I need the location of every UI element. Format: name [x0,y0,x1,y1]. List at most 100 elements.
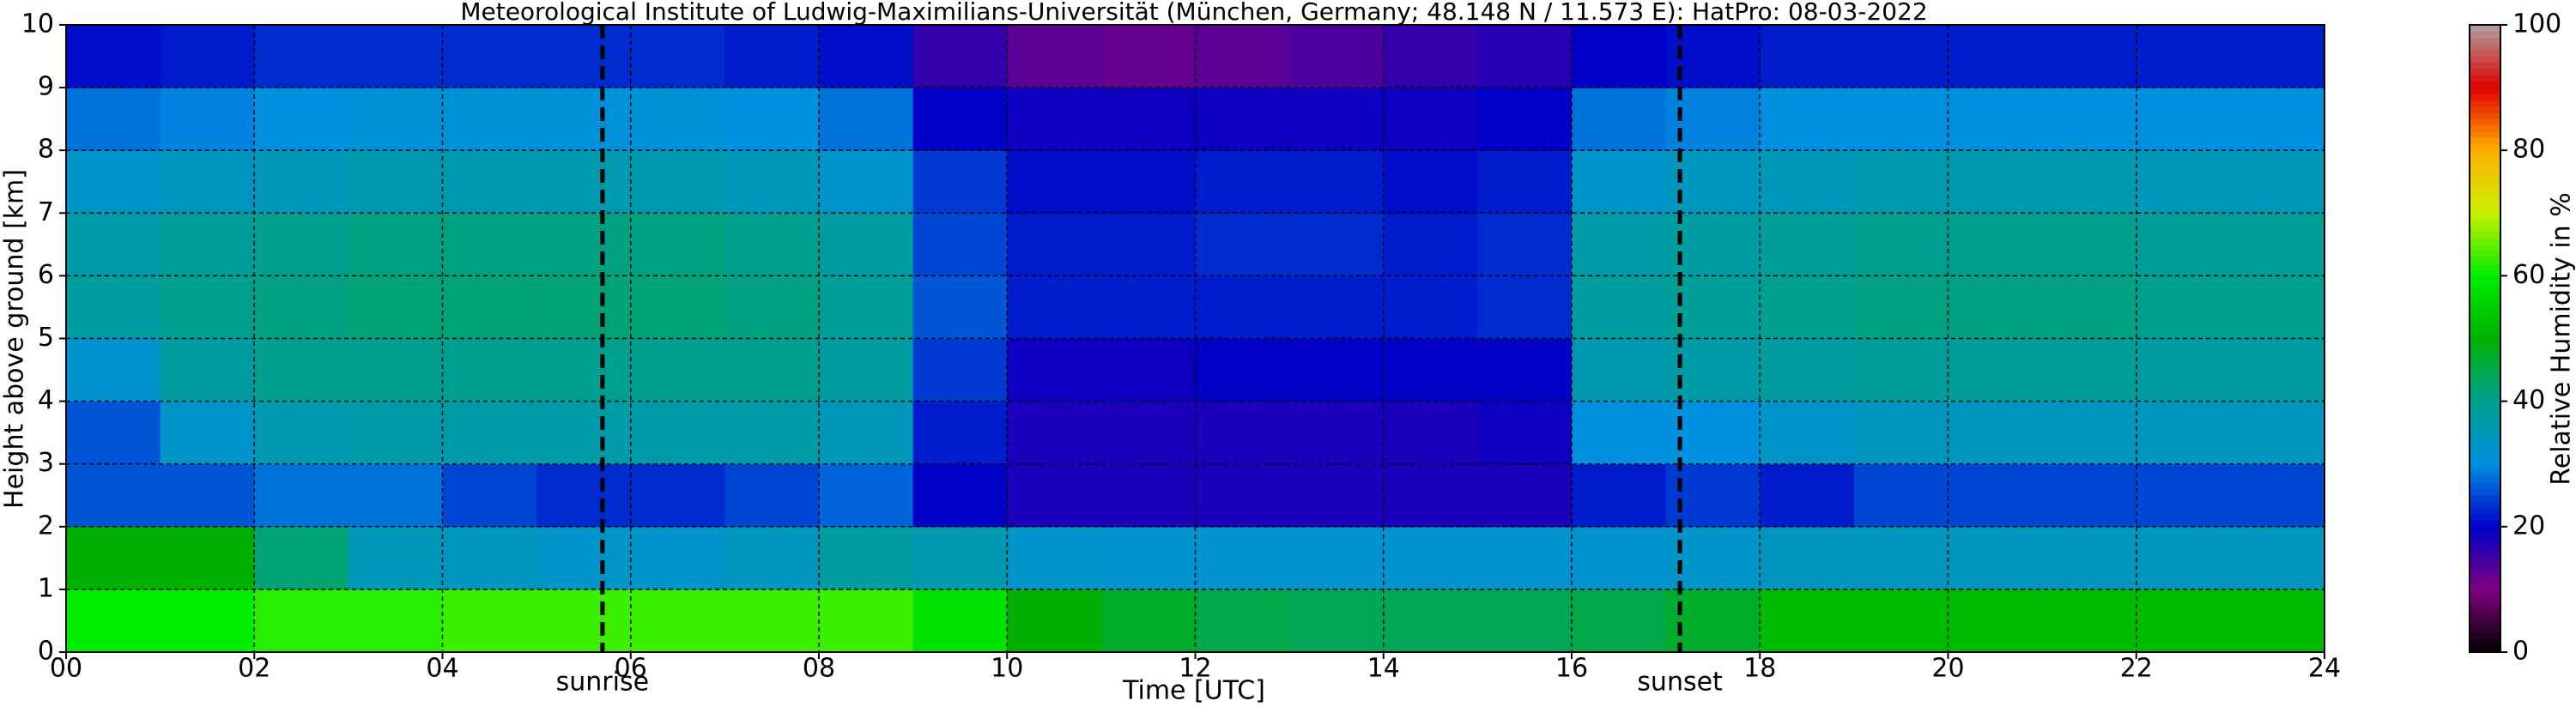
heatmap-cell [2230,338,2325,402]
y-tick-label: 9 [38,72,54,102]
heatmap-cell [1383,150,1478,214]
x-tick-label: 22 [2120,654,2153,684]
heatmap-cell [442,463,537,528]
heatmap-cell [66,25,161,88]
colorbar-band [2470,376,2500,384]
colorbar-band [2470,420,2500,427]
heatmap-cell [254,25,349,88]
heatmap-cell [1760,401,1855,465]
heatmap-cell [724,150,820,214]
heatmap-cell [724,526,820,590]
colorbar-band [2470,150,2500,158]
colorbar-band [2470,56,2500,63]
colorbar-band [2470,482,2500,490]
heatmap-cell [1948,213,2043,276]
colorbar-band [2470,614,2500,621]
heatmap-cell [348,25,443,88]
heatmap-cell [66,463,161,528]
heatmap-cell [1100,338,1196,402]
heatmap-cell [442,150,537,214]
heatmap-cell [1948,88,2043,151]
heatmap-cell [1289,213,1385,276]
heatmap-cell [1007,25,1102,88]
heatmap-cell [1477,150,1573,214]
heatmap-cell [1289,150,1385,214]
heatmap-cell [536,275,632,339]
heatmap-cell [348,589,443,653]
heatmap-cell [724,338,820,402]
heatmap-cell [1572,526,1667,590]
heatmap-cell [1007,463,1102,528]
heatmap-cell [2136,526,2231,590]
heatmap-cell [348,150,443,214]
heatmap-cell [1289,401,1385,465]
y-tick-label: 8 [38,135,54,165]
heatmap-cell [2042,526,2137,590]
heatmap-cell [160,213,255,276]
heatmap-cell [1572,463,1667,528]
colorbar-band [2470,162,2500,170]
colorbar-tick-label: 100 [2512,9,2561,39]
heatmap-cell [1195,25,1290,88]
colorbar-band [2470,463,2500,471]
heatmap-cell [1195,338,1290,402]
heatmap-cell [2136,463,2231,528]
heatmap-cell [2136,213,2231,276]
heatmap-cell [66,401,161,465]
heatmap-cell [254,150,349,214]
heatmap-cell [348,338,443,402]
colorbar-band [2470,213,2500,221]
heatmap-cell [1195,526,1290,590]
heatmap-cell [2042,275,2137,339]
heatmap-cell [66,150,161,214]
colorbar-band [2470,476,2500,484]
heatmap-cell [819,88,914,151]
colorbar-band [2470,645,2500,653]
colorbar-band [2470,118,2500,126]
heatmap-cell [2136,25,2231,88]
heatmap-cell [1100,463,1196,528]
colorbar-band [2470,219,2500,227]
colorbar-band [2470,200,2500,208]
heatmap-cell [1853,213,1949,276]
heatmap-cell [1477,25,1573,88]
chart-title: Meteorological Institute of Ludwig-Maxim… [460,0,1927,26]
heatmap-cell [1853,338,1949,402]
colorbar-band [2470,238,2500,245]
colorbar-band [2470,533,2500,540]
heatmap-cell [442,526,537,590]
colorbar-band [2470,620,2500,628]
x-tick-label: 02 [238,654,270,684]
heatmap-cell [1760,213,1855,276]
colorbar-band [2470,395,2500,402]
heatmap-cell [1853,401,1949,465]
colorbar-band [2470,526,2500,534]
colorbar-band [2470,401,2500,408]
x-tick-label: 06 [615,654,647,684]
heatmap-cell [536,338,632,402]
heatmap-cell [2042,401,2137,465]
heatmap-cell [1665,526,1761,590]
colorbar-band [2470,43,2500,51]
colorbar-band [2470,325,2500,333]
heatmap-cell [66,88,161,151]
heatmap-cell [912,150,1008,214]
heatmap-cell [819,150,914,214]
heatmap-cell [1195,589,1290,653]
colorbar-band [2470,507,2500,515]
colorbar-band [2470,363,2500,371]
heatmap-cell [1853,589,1949,653]
colorbar-band [2470,232,2500,239]
colorbar-band [2470,414,2500,421]
heatmap-cell [536,213,632,276]
heatmap-cell [819,463,914,528]
heatmap-cell [2230,88,2325,151]
heatmap-cell [160,526,255,590]
heatmap-cell [536,88,632,151]
colorbar-band [2470,520,2500,528]
heatmap-cell [1948,25,2043,88]
heatmap-cell [1383,589,1478,653]
x-tick-label: 08 [803,654,835,684]
colorbar-band [2470,589,2500,596]
